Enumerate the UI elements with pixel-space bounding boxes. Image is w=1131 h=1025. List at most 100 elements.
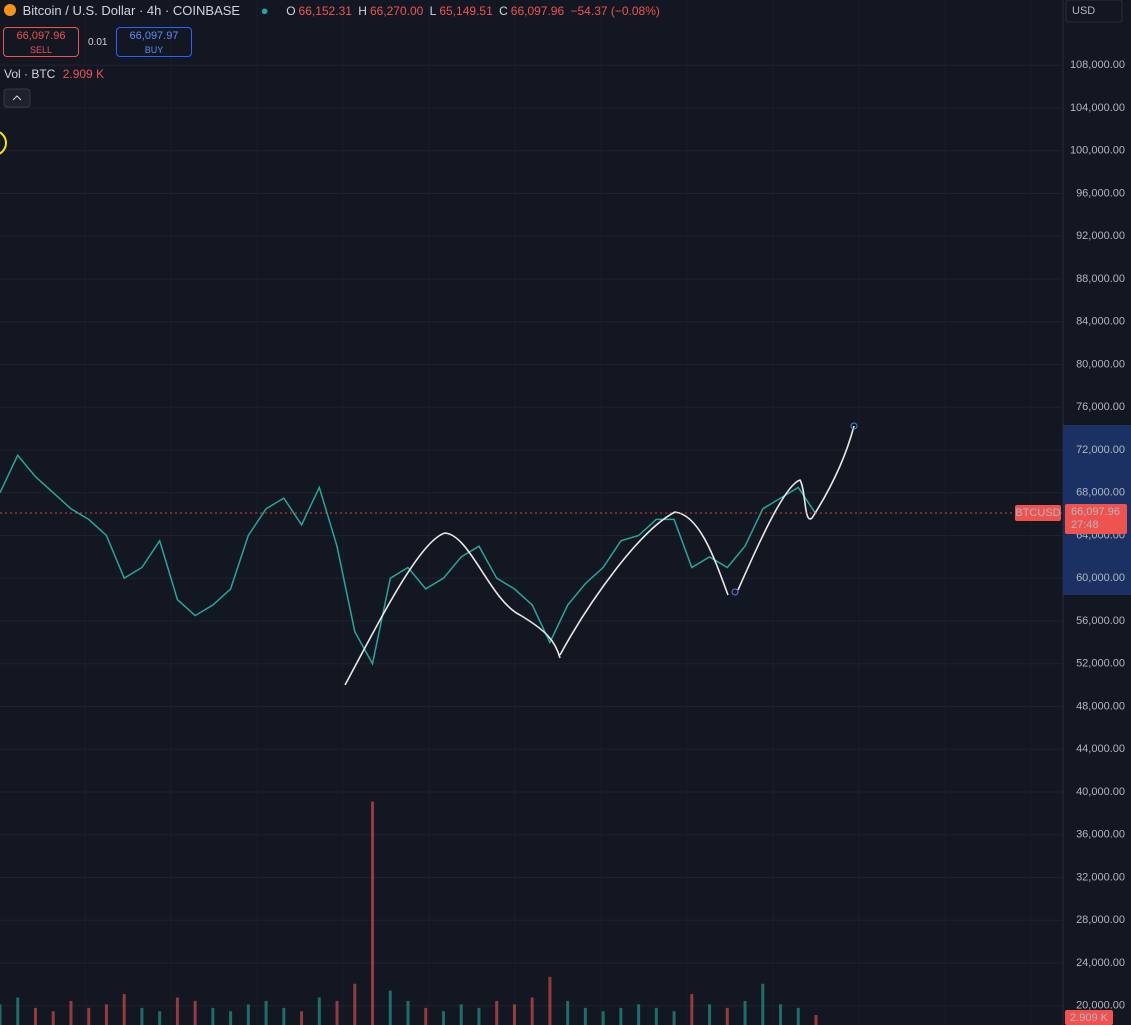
y-tick-label: 88,000.00 <box>1076 273 1125 285</box>
y-tick-label: 84,000.00 <box>1076 316 1125 328</box>
volume-bar <box>637 1004 641 1025</box>
currency: USD <box>1072 5 1095 17</box>
volume-bar <box>814 1015 818 1025</box>
volume-bar <box>317 997 321 1025</box>
volume-bar <box>495 1000 499 1025</box>
y-tick-label: 40,000.00 <box>1076 786 1125 798</box>
y-tick-label: 104,000.00 <box>1070 102 1125 114</box>
volume-bar <box>264 1000 268 1025</box>
volume-bar <box>743 1000 747 1025</box>
volume-bar <box>104 1004 108 1025</box>
volume-bar <box>441 1011 445 1025</box>
symbol-tag <box>1015 505 1061 522</box>
y-tick-label: 68,000.00 <box>1076 487 1125 499</box>
volume-bar <box>16 997 20 1025</box>
volume-bar <box>229 1011 233 1025</box>
volume-bar <box>796 1007 800 1025</box>
volume-bar <box>246 1004 250 1025</box>
y-tick-label: 36,000.00 <box>1076 829 1125 841</box>
volume-bar <box>87 1007 91 1025</box>
status-dot: ● <box>260 3 269 18</box>
value: 2.909 K <box>62 67 105 81</box>
value: 66,152.31 <box>298 4 352 18</box>
volume-bar <box>477 1007 481 1025</box>
anchor-point <box>731 588 739 596</box>
currency-box[interactable] <box>1065 0 1123 23</box>
y-tick-label: 48,000.00 <box>1076 700 1125 712</box>
label: Vol · BTC <box>4 67 56 81</box>
y-tick-label: 24,000.00 <box>1076 957 1125 969</box>
y-tick-label: 92,000.00 <box>1076 230 1125 242</box>
volume-bar <box>158 1011 162 1025</box>
volume-tag-text: 2.909 K <box>1070 1012 1109 1024</box>
volume-bar <box>371 801 375 1025</box>
volume-bar <box>193 1000 197 1025</box>
y-tick-label: 52,000.00 <box>1076 658 1125 670</box>
cursor-highlight <box>0 131 7 155</box>
price-tag-price: 66,097.96 <box>1071 506 1120 518</box>
label: O <box>286 4 296 18</box>
buy-button[interactable]: 66,097.97 BUY <box>116 27 192 57</box>
volume-bar <box>548 976 552 1025</box>
legend: Bitcoin / U.S. Dollar · 4h · COINBASE ● … <box>4 3 666 18</box>
label: H <box>358 4 367 18</box>
volume-bar <box>282 1007 286 1025</box>
price-tag-countdown: 27:48 <box>1071 519 1099 531</box>
y-tick-label: 44,000.00 <box>1076 743 1125 755</box>
volume-bar <box>672 1011 676 1025</box>
symbol: Bitcoin / U.S. Dollar · 4h · COINBASE <box>22 3 241 18</box>
volume-bar <box>459 1004 463 1025</box>
y-tick-label: 96,000.00 <box>1076 187 1125 199</box>
y-tick-label: 76,000.00 <box>1076 401 1125 413</box>
chevron-icon <box>12 95 22 101</box>
volume-bar <box>654 1007 658 1025</box>
drawing <box>344 425 855 686</box>
change: −54.37 (−0.08%) <box>570 4 660 18</box>
y-tick-label: 72,000.00 <box>1076 444 1125 456</box>
y-tick-label: 56,000.00 <box>1076 615 1125 627</box>
ohlc: O 66,152.31 H 66,270.00 L 65,149.51 C 66,097… <box>286 4 663 18</box>
volume-legend: Vol · BTC 2.909 K <box>4 67 104 81</box>
sell-button[interactable]: 66,097.96 SELL <box>3 27 79 57</box>
price-tag <box>1065 504 1127 535</box>
volume-bar <box>51 1011 55 1025</box>
y-tick-label: 100,000.00 <box>1070 145 1125 157</box>
volume-bar <box>619 1007 623 1025</box>
volume-tag <box>1065 1010 1113 1025</box>
collapse-button[interactable] <box>3 88 31 108</box>
volume-bar <box>211 1007 215 1025</box>
value: 66,097.96 <box>510 4 565 18</box>
y-tick-label: 60,000.00 <box>1076 572 1125 584</box>
buy-price: 66,097.97 <box>129 30 179 42</box>
freehand-line <box>737 425 855 591</box>
sell-price: 66,097.96 <box>16 30 66 42</box>
volume-bar <box>583 1007 587 1025</box>
volume-bar <box>530 997 534 1025</box>
freehand-line <box>344 532 561 686</box>
volume-bar <box>708 1004 712 1025</box>
volume-bar <box>779 1004 783 1025</box>
volume-bar <box>690 994 694 1025</box>
volume-bar <box>601 1011 605 1025</box>
volume-bar <box>725 1007 729 1025</box>
volume-bar <box>0 1004 2 1025</box>
price-line <box>0 453 817 666</box>
volume-bar <box>388 990 392 1025</box>
volume-bar <box>140 1007 144 1025</box>
volume-bar <box>300 1011 304 1025</box>
label: C <box>499 4 508 18</box>
y-tick-label: 32,000.00 <box>1076 871 1125 883</box>
volume-bar <box>335 1000 339 1025</box>
volume-bar <box>761 983 765 1025</box>
btc-icon <box>4 4 16 16</box>
y-tick-label: 108,000.00 <box>1070 59 1125 71</box>
value: 65,149.51 <box>439 4 493 18</box>
spread: 0.01 <box>88 37 108 48</box>
y-tick-label: 80,000.00 <box>1076 358 1125 370</box>
volume-bar <box>69 1000 73 1025</box>
y-tick-label: 28,000.00 <box>1076 914 1125 926</box>
volume-bar <box>566 1000 570 1025</box>
volume-bar <box>122 994 126 1025</box>
